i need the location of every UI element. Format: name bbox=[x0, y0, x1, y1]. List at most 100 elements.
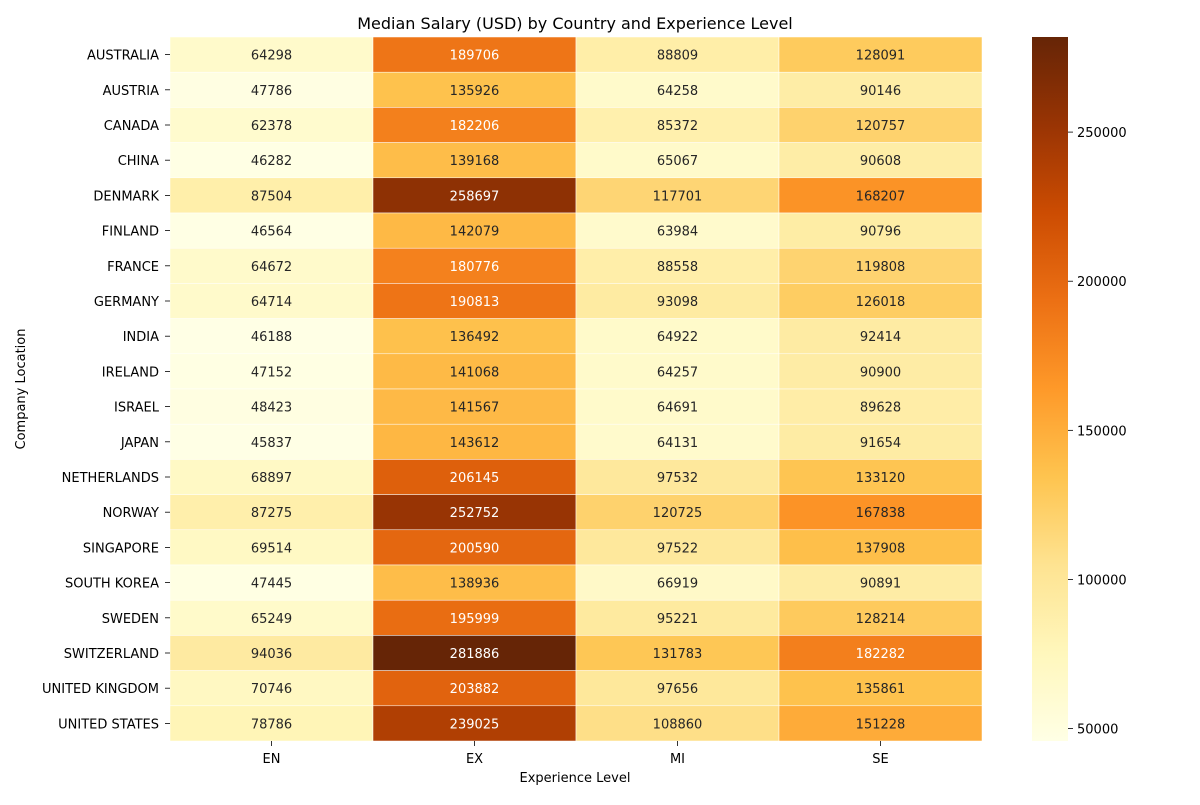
cell-value-label: 64672 bbox=[251, 260, 292, 275]
heatmap-cell bbox=[778, 635, 983, 671]
y-tick-label: ISRAEL bbox=[114, 401, 160, 416]
heatmap-cell bbox=[778, 353, 983, 390]
heatmap-cell bbox=[575, 142, 780, 179]
heatmap-cell bbox=[169, 177, 374, 214]
heatmap-cell bbox=[575, 599, 780, 636]
cell-value-label: 128214 bbox=[856, 612, 906, 627]
cell-value-label: 69514 bbox=[251, 541, 292, 556]
cell-value-label: 47786 bbox=[251, 84, 292, 99]
cell-value-label: 47445 bbox=[251, 577, 292, 592]
cell-value-label: 90146 bbox=[860, 84, 901, 99]
cell-value-label: 64298 bbox=[251, 49, 292, 64]
cell-value-label: 87275 bbox=[251, 506, 292, 521]
heatmap-cell bbox=[372, 459, 577, 495]
cell-value-label: 89628 bbox=[860, 401, 901, 416]
heatmap-cell bbox=[169, 36, 374, 73]
cell-value-label: 136492 bbox=[450, 330, 500, 345]
cell-value-label: 142079 bbox=[450, 225, 500, 240]
y-tick-label: FINLAND bbox=[102, 225, 159, 240]
cell-value-label: 139168 bbox=[450, 154, 500, 169]
heatmap-cell bbox=[169, 142, 374, 179]
cell-value-label: 97522 bbox=[657, 541, 698, 556]
x-tick-label: EN bbox=[263, 752, 281, 767]
heatmap-cell bbox=[778, 36, 983, 73]
cell-value-label: 64258 bbox=[657, 84, 698, 99]
cell-value-label: 128091 bbox=[856, 49, 906, 64]
cell-value-label: 66919 bbox=[657, 577, 698, 592]
cell-value-label: 64922 bbox=[657, 330, 698, 345]
cell-value-label: 68897 bbox=[251, 471, 292, 486]
heatmap-cell bbox=[778, 212, 983, 249]
heatmap-cell bbox=[169, 494, 374, 531]
cell-value-label: 45837 bbox=[251, 436, 292, 451]
colorbar-tick-label: 100000 bbox=[1077, 573, 1127, 588]
x-tick-label: SE bbox=[872, 752, 888, 767]
cell-value-label: 78786 bbox=[251, 717, 292, 732]
cell-value-label: 135926 bbox=[450, 84, 500, 99]
heatmap-cell bbox=[575, 36, 780, 73]
cell-value-label: 141068 bbox=[450, 365, 500, 380]
y-tick-label: CHINA bbox=[118, 154, 159, 169]
heatmap-cell bbox=[372, 599, 577, 636]
cell-value-label: 90891 bbox=[860, 577, 901, 592]
x-axis-ticks: EN EX MI SE bbox=[263, 741, 889, 767]
y-tick-label: DENMARK bbox=[93, 189, 159, 204]
heatmap-cell bbox=[778, 494, 983, 531]
cell-value-label: 46188 bbox=[251, 330, 292, 345]
cell-value-label: 95221 bbox=[657, 612, 698, 627]
cell-value-label: 108860 bbox=[653, 717, 703, 732]
cell-value-label: 65249 bbox=[251, 612, 292, 627]
cell-value-label: 168207 bbox=[856, 189, 906, 204]
y-tick-label: JAPAN bbox=[120, 436, 159, 451]
cell-value-label: 92414 bbox=[860, 330, 901, 345]
heatmap-cell bbox=[169, 353, 374, 390]
y-tick-label: UNITED KINGDOM bbox=[42, 682, 159, 697]
heatmap-cell bbox=[372, 71, 577, 108]
colorbar bbox=[1032, 37, 1068, 741]
heatmap-cell bbox=[169, 635, 374, 671]
cell-value-label: 120725 bbox=[653, 506, 703, 521]
cell-value-label: 141567 bbox=[450, 401, 500, 416]
cell-value-label: 88809 bbox=[657, 49, 698, 64]
heatmap-cell bbox=[575, 705, 780, 742]
cell-value-label: 126018 bbox=[856, 295, 906, 310]
cell-value-label: 239025 bbox=[450, 717, 500, 732]
heatmap-cell bbox=[575, 529, 780, 566]
heatmap-cell bbox=[372, 212, 577, 249]
cell-value-label: 46564 bbox=[251, 225, 292, 240]
cell-value-label: 143612 bbox=[450, 436, 500, 451]
y-tick-label: SOUTH KOREA bbox=[65, 577, 159, 592]
cell-value-label: 91654 bbox=[860, 436, 901, 451]
y-tick-label: SWITZERLAND bbox=[64, 647, 159, 662]
y-tick-label: NORWAY bbox=[103, 506, 159, 521]
heatmap-cell bbox=[169, 423, 374, 460]
heatmap-cell bbox=[575, 459, 780, 495]
cell-value-label: 252752 bbox=[450, 506, 500, 521]
y-tick-label: FRANCE bbox=[107, 260, 159, 275]
heatmap-cell bbox=[575, 423, 780, 460]
heatmap-cell bbox=[778, 423, 983, 460]
x-tick-label: EX bbox=[466, 752, 483, 767]
cell-value-label: 62378 bbox=[251, 119, 292, 134]
heatmap-cell bbox=[575, 494, 780, 531]
heatmap-cell bbox=[169, 564, 374, 601]
x-axis-label: Experience Level bbox=[520, 771, 631, 786]
heatmap-cell bbox=[575, 212, 780, 249]
y-tick-label: AUSTRALIA bbox=[87, 49, 159, 64]
colorbar-tick-label: 150000 bbox=[1077, 424, 1127, 439]
cell-value-label: 120757 bbox=[856, 119, 906, 134]
heatmap-cell bbox=[575, 353, 780, 390]
heatmap-cell bbox=[372, 388, 577, 425]
heatmap-cells bbox=[169, 36, 983, 742]
heatmap-cell bbox=[372, 423, 577, 460]
y-tick-label: NETHERLANDS bbox=[62, 471, 159, 486]
cell-value-label: 93098 bbox=[657, 295, 698, 310]
cell-value-label: 46282 bbox=[251, 154, 292, 169]
colorbar-ticks: 50000 100000 150000 200000 250000 bbox=[1068, 126, 1127, 738]
heatmap-cell bbox=[575, 388, 780, 425]
cell-value-label: 135861 bbox=[856, 682, 906, 697]
heatmap-cell bbox=[372, 353, 577, 390]
heatmap-cell bbox=[778, 670, 983, 707]
colorbar-tick-label: 50000 bbox=[1077, 723, 1118, 738]
